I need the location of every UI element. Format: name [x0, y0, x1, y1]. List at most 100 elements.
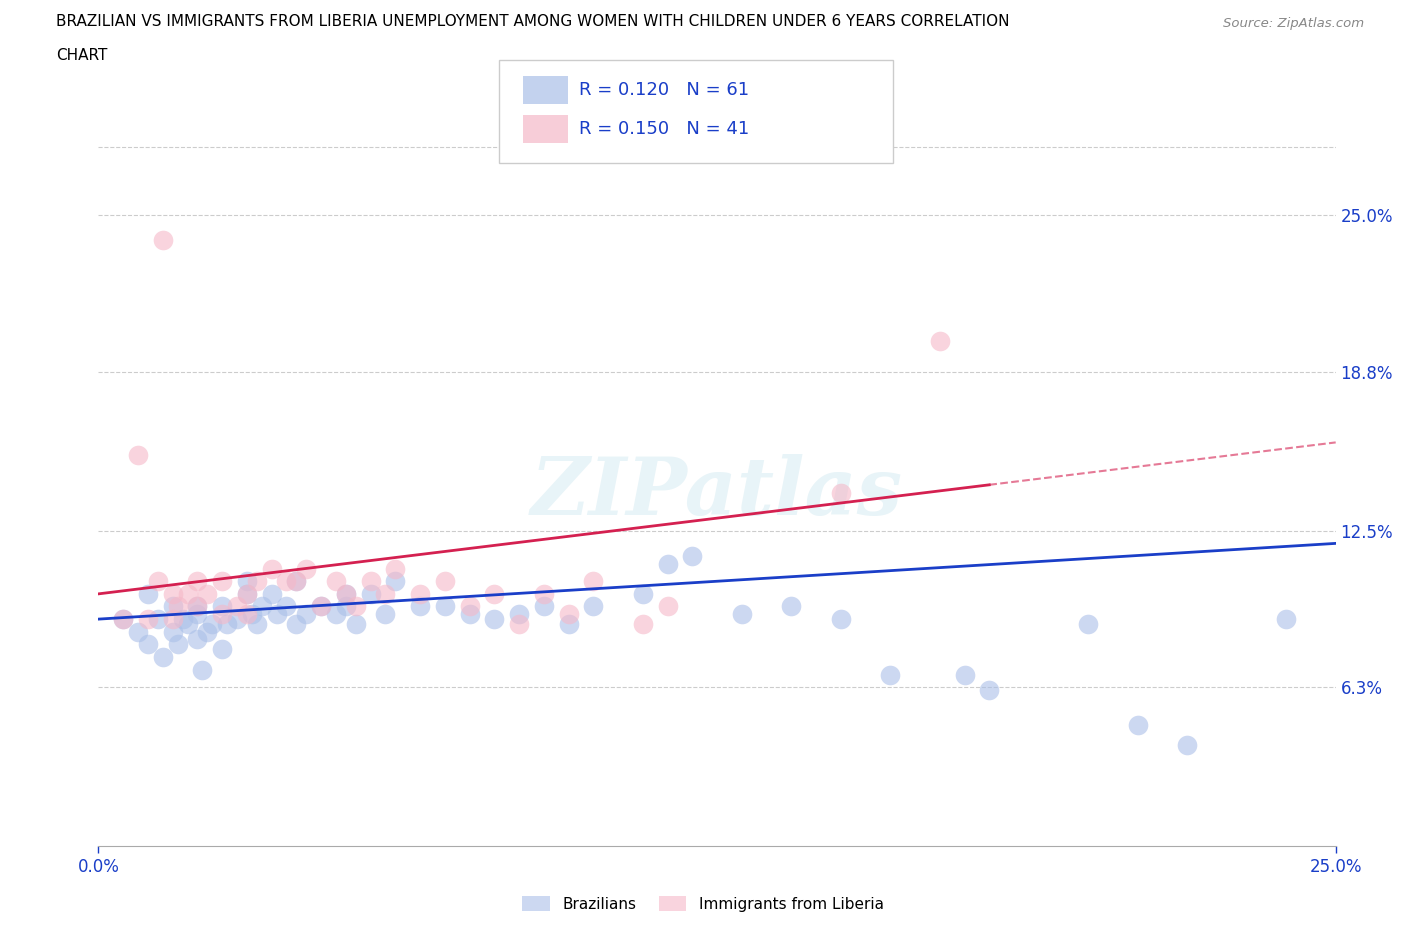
- Point: [344, 617, 367, 631]
- Point: [236, 606, 259, 621]
- Point: [152, 649, 174, 664]
- Point: [195, 587, 218, 602]
- Point: [285, 617, 308, 631]
- Point: [384, 561, 406, 576]
- Point: [582, 599, 605, 614]
- Point: [162, 587, 184, 602]
- Point: [211, 606, 233, 621]
- Text: BRAZILIAN VS IMMIGRANTS FROM LIBERIA UNEMPLOYMENT AMONG WOMEN WITH CHILDREN UNDE: BRAZILIAN VS IMMIGRANTS FROM LIBERIA UNE…: [56, 14, 1010, 29]
- Point: [557, 606, 579, 621]
- Text: R = 0.150   N = 41: R = 0.150 N = 41: [579, 120, 749, 139]
- Point: [335, 599, 357, 614]
- Point: [250, 599, 273, 614]
- Point: [285, 574, 308, 589]
- Point: [186, 599, 208, 614]
- Point: [127, 447, 149, 462]
- Point: [309, 599, 332, 614]
- Point: [162, 612, 184, 627]
- Point: [236, 587, 259, 602]
- Point: [409, 587, 432, 602]
- Point: [246, 617, 269, 631]
- Legend: Brazilians, Immigrants from Liberia: Brazilians, Immigrants from Liberia: [516, 889, 890, 918]
- Point: [508, 617, 530, 631]
- Text: R = 0.120   N = 61: R = 0.120 N = 61: [579, 81, 749, 100]
- Point: [533, 599, 555, 614]
- Point: [211, 642, 233, 657]
- Point: [344, 599, 367, 614]
- Point: [191, 662, 214, 677]
- Point: [484, 612, 506, 627]
- Point: [162, 624, 184, 639]
- Point: [186, 606, 208, 621]
- Point: [152, 233, 174, 248]
- Point: [557, 617, 579, 631]
- Point: [136, 637, 159, 652]
- Point: [201, 617, 224, 631]
- Point: [1275, 612, 1298, 627]
- Point: [211, 574, 233, 589]
- Point: [146, 612, 169, 627]
- Point: [484, 587, 506, 602]
- Point: [508, 606, 530, 621]
- Point: [176, 587, 198, 602]
- Point: [166, 599, 188, 614]
- Point: [112, 612, 135, 627]
- Point: [186, 631, 208, 646]
- Text: Source: ZipAtlas.com: Source: ZipAtlas.com: [1223, 17, 1364, 30]
- Point: [295, 606, 318, 621]
- Point: [295, 561, 318, 576]
- Text: CHART: CHART: [56, 48, 108, 63]
- Point: [136, 612, 159, 627]
- Point: [266, 606, 288, 621]
- Point: [146, 574, 169, 589]
- Point: [260, 561, 283, 576]
- Point: [276, 599, 298, 614]
- Point: [657, 556, 679, 571]
- Point: [276, 574, 298, 589]
- Point: [136, 587, 159, 602]
- Point: [681, 549, 703, 564]
- Point: [325, 606, 347, 621]
- Point: [409, 599, 432, 614]
- Point: [172, 612, 194, 627]
- Point: [657, 599, 679, 614]
- Point: [433, 574, 456, 589]
- Point: [458, 599, 481, 614]
- Point: [433, 599, 456, 614]
- Point: [780, 599, 803, 614]
- Point: [1175, 737, 1198, 752]
- Point: [217, 617, 239, 631]
- Point: [582, 574, 605, 589]
- Point: [260, 587, 283, 602]
- Point: [226, 612, 249, 627]
- Point: [533, 587, 555, 602]
- Point: [246, 574, 269, 589]
- Point: [1126, 718, 1149, 733]
- Point: [731, 606, 754, 621]
- Point: [325, 574, 347, 589]
- Point: [830, 485, 852, 500]
- Point: [112, 612, 135, 627]
- Point: [928, 334, 950, 349]
- Point: [384, 574, 406, 589]
- Point: [162, 599, 184, 614]
- Point: [360, 587, 382, 602]
- Point: [631, 617, 654, 631]
- Point: [176, 617, 198, 631]
- Point: [631, 587, 654, 602]
- Point: [335, 587, 357, 602]
- Point: [211, 599, 233, 614]
- Point: [309, 599, 332, 614]
- Point: [979, 683, 1001, 698]
- Point: [166, 637, 188, 652]
- Point: [285, 574, 308, 589]
- Point: [186, 599, 208, 614]
- Point: [830, 612, 852, 627]
- Point: [236, 574, 259, 589]
- Point: [374, 587, 396, 602]
- Point: [236, 587, 259, 602]
- Text: ZIPatlas: ZIPatlas: [531, 454, 903, 532]
- Point: [1077, 617, 1099, 631]
- Point: [335, 587, 357, 602]
- Point: [360, 574, 382, 589]
